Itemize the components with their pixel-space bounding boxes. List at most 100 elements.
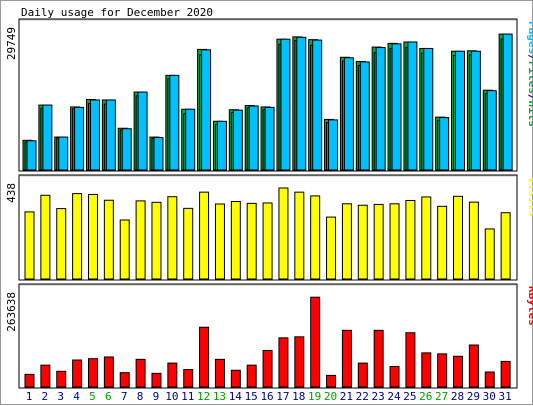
x-tick-label: 15 xyxy=(245,390,258,403)
x-tick-label: 20 xyxy=(324,390,337,403)
bar-visits xyxy=(278,187,289,280)
x-tick-label: 5 xyxy=(89,390,96,403)
bar-visits xyxy=(135,200,146,280)
bar-kbytes xyxy=(199,326,210,388)
bar-visits xyxy=(405,199,416,280)
bar-pages xyxy=(264,106,275,171)
bar-pages xyxy=(121,128,132,171)
x-tick-label: 10 xyxy=(165,390,178,403)
bar-kbytes xyxy=(310,296,321,388)
bar-pages xyxy=(280,38,291,171)
legend-entry: KBytes xyxy=(526,286,533,326)
legend-entry: Files xyxy=(526,61,533,94)
bar-kbytes xyxy=(183,369,194,388)
x-tick-label: 18 xyxy=(292,390,305,403)
x-tick-label: 7 xyxy=(121,390,128,403)
bar-pages xyxy=(153,137,164,171)
bar-visits xyxy=(56,208,67,280)
legend-entry: / xyxy=(526,94,533,101)
bar-kbytes xyxy=(262,349,273,388)
x-tick-label: 13 xyxy=(213,390,226,403)
bar-pages xyxy=(58,136,69,171)
bar-kbytes xyxy=(230,369,241,388)
bar-visits xyxy=(437,205,448,280)
bar-pages xyxy=(391,43,402,171)
bar-pages xyxy=(312,39,323,171)
bar-pages xyxy=(137,91,148,171)
bar-visits xyxy=(167,196,178,280)
bar-pages xyxy=(89,99,100,171)
bar-pages xyxy=(359,61,370,171)
bar-pages xyxy=(328,119,339,171)
legend-entry: / xyxy=(526,54,533,61)
x-tick-label: 6 xyxy=(105,390,112,403)
x-tick-label: 3 xyxy=(57,390,64,403)
bar-visits xyxy=(24,211,35,280)
bar-visits xyxy=(246,202,257,280)
bar-kbytes xyxy=(421,352,432,388)
bar-kbytes xyxy=(278,337,289,388)
legend-entry: Visits xyxy=(526,177,533,217)
x-tick-label: 25 xyxy=(403,390,416,403)
bar-pages xyxy=(216,120,227,171)
bar-pages xyxy=(248,105,259,171)
x-tick-label: 17 xyxy=(276,390,289,403)
x-tick-label: 9 xyxy=(153,390,160,403)
bar-kbytes xyxy=(453,355,464,388)
bar-kbytes xyxy=(326,374,337,388)
bar-pages xyxy=(105,99,116,171)
x-tick-label: 19 xyxy=(308,390,321,403)
bar-visits xyxy=(389,203,400,280)
x-axis-day-labels: 1 2 3 4 5 6 7 8 9 10 11 12 13 14 15 16 17 18 19 20 21 22 23 24 2… xyxy=(26,390,512,403)
bar-pages xyxy=(375,47,386,171)
x-tick-label: 12 xyxy=(197,390,210,403)
bar-visits xyxy=(87,193,98,280)
legend-entry: Hits xyxy=(526,101,533,128)
bar-kbytes xyxy=(405,332,416,388)
x-tick-label: 31 xyxy=(499,390,512,403)
x-tick-label: 30 xyxy=(483,390,496,403)
bar-kbytes xyxy=(373,329,384,388)
bar-visits xyxy=(310,195,321,280)
bar-visits xyxy=(230,201,241,280)
bar-visits xyxy=(103,199,114,280)
x-tick-label: 24 xyxy=(387,390,401,403)
bar-visits xyxy=(262,202,273,280)
bar-visits xyxy=(373,203,384,280)
x-tick-label: 26 xyxy=(419,390,432,403)
bar-kbytes xyxy=(135,358,146,388)
bar-visits xyxy=(453,195,464,280)
x-tick-label: 14 xyxy=(229,390,243,403)
bar-kbytes xyxy=(40,364,51,388)
y-max-label: 438 xyxy=(5,183,18,203)
bar-visits xyxy=(484,228,495,280)
bar-visits xyxy=(341,203,352,280)
bar-pages xyxy=(423,47,434,171)
bar-kbytes xyxy=(119,372,130,388)
x-tick-label: 22 xyxy=(356,390,369,403)
x-tick-label: 11 xyxy=(181,390,194,403)
bar-pages xyxy=(232,109,243,171)
bar-visits xyxy=(421,196,432,280)
bar-visits xyxy=(468,201,479,280)
bar-visits xyxy=(72,193,83,280)
bar-pages xyxy=(296,36,307,171)
x-tick-label: 1 xyxy=(26,390,33,403)
bar-kbytes xyxy=(56,370,67,388)
bar-pages xyxy=(486,90,497,171)
bar-visits xyxy=(183,207,194,280)
bar-pages xyxy=(502,33,513,171)
bar-kbytes xyxy=(24,373,35,388)
bar-visits xyxy=(500,212,511,280)
bar-kbytes xyxy=(468,344,479,388)
bar-pages xyxy=(74,106,85,171)
legend-kbytes: KBytes xyxy=(526,286,533,326)
x-tick-label: 21 xyxy=(340,390,353,403)
x-tick-label: 8 xyxy=(137,390,144,403)
legend-pages-files-hits: Pages/Files/Hits xyxy=(526,21,533,127)
x-tick-label: 16 xyxy=(260,390,273,403)
bar-pages xyxy=(455,50,466,171)
legend-visits: Visits xyxy=(526,177,533,217)
